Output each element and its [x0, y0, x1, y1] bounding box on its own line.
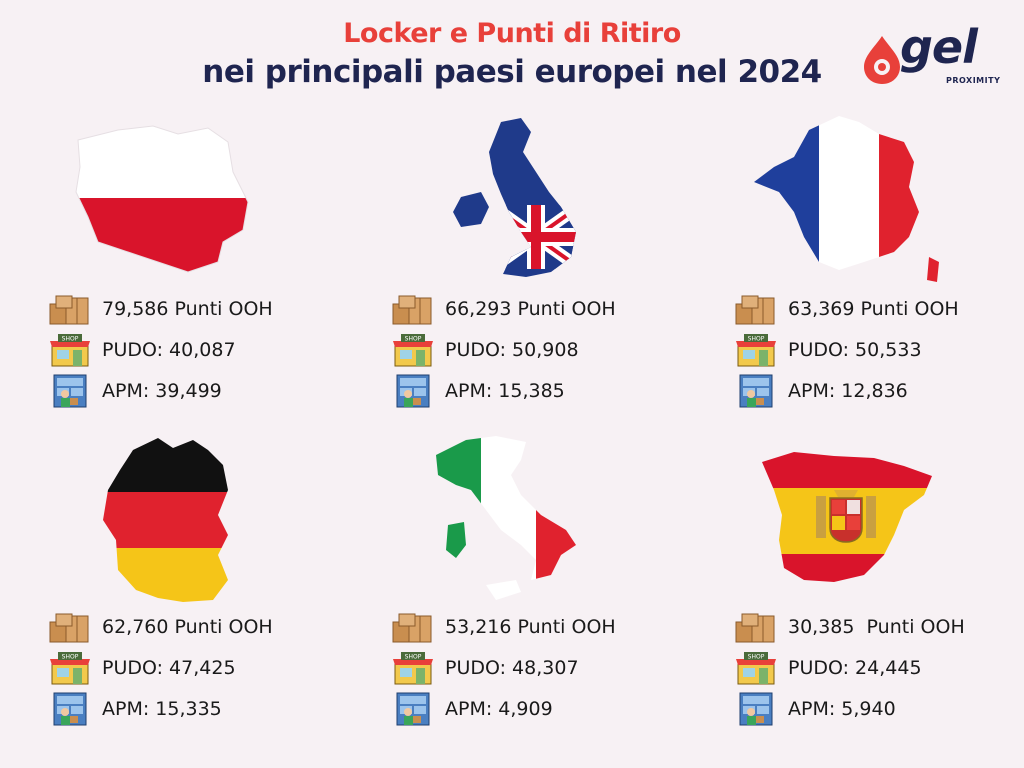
stat-ooh: 30,385 Punti OOH [734, 610, 965, 644]
parcel-locker-icon [48, 692, 92, 726]
ooh-count: 66,293 Punti OOH [445, 298, 616, 320]
stat-apm: APM: 12,836 [734, 374, 908, 408]
parcel-locker-icon [734, 692, 778, 726]
stat-ooh: 62,760 Punti OOH [48, 610, 273, 644]
shop-sign-text: SHOP [62, 654, 79, 661]
parcel-boxes-icon [48, 292, 92, 326]
pudo-count: PUDO: 50,908 [445, 339, 579, 361]
parcel-locker-icon [391, 374, 435, 408]
shop-sign-text: SHOP [405, 654, 422, 661]
germany-flag-map [103, 438, 228, 602]
logo-subtitle: PROXIMITY [946, 76, 1001, 85]
shop-icon: SHOP [734, 333, 778, 367]
parcel-boxes-icon [391, 610, 435, 644]
parcel-locker-icon [391, 692, 435, 726]
pudo-count: PUDO: 40,087 [102, 339, 236, 361]
country-card-germany: 62,760 Punti OOH SHOP PUDO: 47,425 APM: … [48, 430, 348, 740]
stat-apm: APM: 4,909 [391, 692, 553, 726]
stat-apm: APM: 5,940 [734, 692, 896, 726]
shop-sign-text: SHOP [748, 654, 765, 661]
parcel-boxes-icon [734, 292, 778, 326]
pudo-count: PUDO: 50,533 [788, 339, 922, 361]
pudo-count: PUDO: 24,445 [788, 657, 922, 679]
apm-count: APM: 15,335 [102, 698, 222, 720]
stat-apm: APM: 15,385 [391, 374, 565, 408]
apm-count: APM: 5,940 [788, 698, 896, 720]
stat-ooh: 66,293 Punti OOH [391, 292, 616, 326]
stat-pudo: SHOP PUDO: 50,908 [391, 333, 579, 367]
ooh-count: 79,586 Punti OOH [102, 298, 273, 320]
shop-sign-text: SHOP [405, 336, 422, 343]
france-flag-map [754, 116, 939, 282]
apm-count: APM: 4,909 [445, 698, 553, 720]
stat-pudo: SHOP PUDO: 48,307 [391, 651, 579, 685]
uk-flag-map [453, 118, 576, 277]
gel-proximity-logo: gel PROXIMITY [860, 20, 1000, 92]
ooh-count: 30,385 Punti OOH [788, 616, 965, 638]
stat-ooh: 63,369 Punti OOH [734, 292, 959, 326]
shop-icon: SHOP [48, 651, 92, 685]
ooh-count: 53,216 Punti OOH [445, 616, 616, 638]
page-subtitle: nei principali paesi europei nel 2024 [202, 54, 822, 90]
country-card-france: 63,369 Punti OOH SHOP PUDO: 50,533 APM: … [734, 112, 1024, 422]
stat-pudo: SHOP PUDO: 50,533 [734, 333, 922, 367]
stat-pudo: SHOP PUDO: 40,087 [48, 333, 236, 367]
country-card-spain: 30,385 Punti OOH SHOP PUDO: 24,445 APM: … [734, 430, 1024, 740]
stat-ooh: 79,586 Punti OOH [48, 292, 273, 326]
shop-icon: SHOP [48, 333, 92, 367]
shop-sign-text: SHOP [748, 336, 765, 343]
stat-apm: APM: 39,499 [48, 374, 222, 408]
spain-flag-map [762, 452, 932, 582]
shop-icon: SHOP [734, 651, 778, 685]
pudo-count: PUDO: 48,307 [445, 657, 579, 679]
logo-drop-icon [864, 36, 900, 84]
country-card-uk: 66,293 Punti OOH SHOP PUDO: 50,908 APM: … [391, 112, 691, 422]
shop-icon: SHOP [391, 651, 435, 685]
ooh-count: 63,369 Punti OOH [788, 298, 959, 320]
stat-apm: APM: 15,335 [48, 692, 222, 726]
apm-count: APM: 12,836 [788, 380, 908, 402]
parcel-boxes-icon [391, 292, 435, 326]
parcel-locker-icon [734, 374, 778, 408]
apm-count: APM: 15,385 [445, 380, 565, 402]
parcel-locker-icon [48, 374, 92, 408]
country-card-poland: 79,586 Punti OOH SHOP PUDO: 40,087 APM: … [48, 112, 348, 422]
pudo-count: PUDO: 47,425 [102, 657, 236, 679]
country-card-italy: 53,216 Punti OOH SHOP PUDO: 48,307 APM: … [391, 430, 691, 740]
stat-pudo: SHOP PUDO: 47,425 [48, 651, 236, 685]
logo-wordmark: gel [900, 20, 978, 74]
shop-sign-text: SHOP [62, 336, 79, 343]
apm-count: APM: 39,499 [102, 380, 222, 402]
spain-coat-of-arms-icon [816, 490, 876, 543]
shop-icon: SHOP [391, 333, 435, 367]
italy-flag-map [436, 436, 576, 600]
ooh-count: 62,760 Punti OOH [102, 616, 273, 638]
poland-flag-map [75, 125, 249, 273]
page-title: Locker e Punti di Ritiro [343, 18, 681, 49]
parcel-boxes-icon [48, 610, 92, 644]
parcel-boxes-icon [734, 610, 778, 644]
stat-ooh: 53,216 Punti OOH [391, 610, 616, 644]
stat-pudo: SHOP PUDO: 24,445 [734, 651, 922, 685]
